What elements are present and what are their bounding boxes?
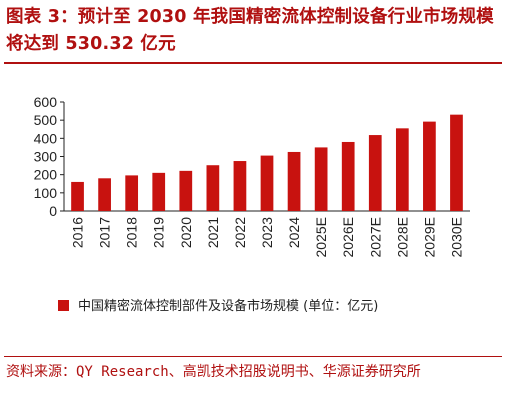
title-divider [4,62,502,64]
legend-swatch [58,300,69,311]
source-divider [4,356,502,357]
bar [233,161,247,211]
legend-label: 中国精密流体控制部件及设备市场规模 (单位：亿元) [78,298,378,314]
x-tick-label: 2019 [151,217,167,248]
x-tick-label: 2024 [286,217,302,248]
bar [341,141,355,211]
bar-chart: 0 100 200 300 400 500 600 2016 2017 2018 2019 2020… [34,94,470,314]
bar [314,147,328,211]
x-tick-label: 2023 [259,217,275,248]
x-tick-label: 2029E [421,217,437,257]
y-tick-label: 500 [34,112,58,128]
y-tick-label: 100 [34,185,58,201]
y-tick-label: 300 [34,149,58,165]
bar [71,181,84,211]
legend: 中国精密流体控制部件及设备市场规模 (单位：亿元) [58,298,378,314]
x-tick-label: 2018 [124,217,140,248]
bar [423,121,436,211]
bar [287,151,301,211]
y-tick-label: 0 [49,203,57,219]
bar [206,165,220,211]
bar [98,178,111,211]
bar [450,114,463,211]
x-tick-label: 2026E [340,217,356,257]
chart-title: 图表 3：预计至 2030 年我国精密流体控制设备行业市场规模将达到 530.3… [6,7,494,54]
y-tick-label: 200 [34,167,58,183]
y-tick-label: 600 [34,94,58,110]
bar [368,135,382,211]
x-tick-label: 2021 [205,217,221,248]
source-note: 资料来源：QY Research、高凯技术招股说明书、华源证券研究所 [6,364,421,380]
bar [260,155,274,211]
x-tick-label: 2027E [367,217,383,257]
x-tick-label: 2020 [178,217,194,248]
x-tick-label: 2030E [448,217,464,257]
x-tick-label: 2025E [313,217,329,257]
x-tick-label: 2028E [394,217,410,257]
bar [179,170,193,211]
x-tick-label: 2017 [97,217,113,248]
x-tick-label: 2016 [70,217,86,248]
y-axis: 0 100 200 300 400 500 600 [34,94,65,219]
x-axis: 2016 2017 2018 2019 2020 2021 2022 2023 2024 2025… [64,210,470,257]
bar [125,175,139,211]
bars [71,114,463,211]
y-tick-label: 400 [34,130,58,146]
x-tick-label: 2022 [232,217,248,248]
bar [152,172,166,211]
bar [395,128,409,211]
